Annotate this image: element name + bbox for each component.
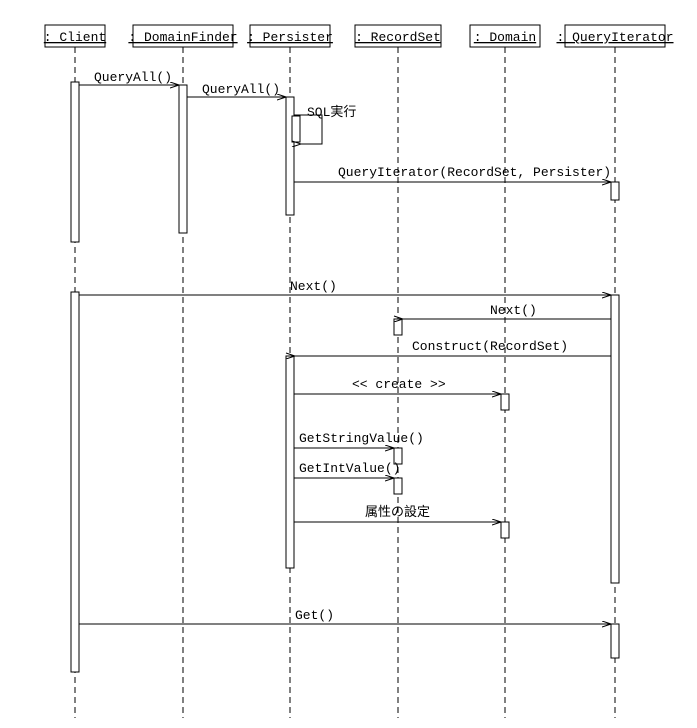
participant-label-domain: : Domain [474, 30, 536, 45]
activation-13 [611, 624, 619, 658]
message-label-1: QueryAll() [202, 82, 280, 97]
message-label-10: 属性の設定 [365, 504, 430, 520]
message-label-8: GetStringValue() [299, 431, 424, 446]
participant-label-client: : Client [44, 30, 106, 45]
participant-label-persister: : Persister [247, 30, 333, 45]
participant-label-recordset: : RecordSet [355, 30, 441, 45]
activation-2 [286, 97, 294, 215]
activation-8 [286, 356, 294, 568]
activation-7 [394, 319, 402, 335]
activation-6 [611, 295, 619, 583]
activation-3 [292, 116, 300, 142]
activation-9 [501, 394, 509, 410]
activation-11 [394, 478, 402, 494]
message-label-2: SQL実行 [307, 104, 356, 120]
message-label-7: << create >> [352, 377, 446, 392]
message-label-4: Next() [290, 279, 337, 294]
message-label-6: Construct(RecordSet) [412, 339, 568, 354]
activation-12 [501, 522, 509, 538]
message-label-9: GetIntValue() [299, 461, 400, 476]
participant-label-queryiterator: : QueryIterator [556, 30, 673, 45]
message-label-3: QueryIterator(RecordSet, Persister) [338, 165, 611, 180]
activation-5 [71, 292, 79, 672]
activation-1 [179, 85, 187, 233]
message-label-5: Next() [490, 303, 537, 318]
activation-0 [71, 82, 79, 242]
activation-4 [611, 182, 619, 200]
participant-label-domainfinder: : DomainFinder [128, 30, 237, 45]
sequence-diagram: : Client : DomainFinder : Persister : Recor… [0, 0, 697, 728]
message-label-0: QueryAll() [94, 70, 172, 85]
message-label-11: Get() [295, 608, 334, 623]
